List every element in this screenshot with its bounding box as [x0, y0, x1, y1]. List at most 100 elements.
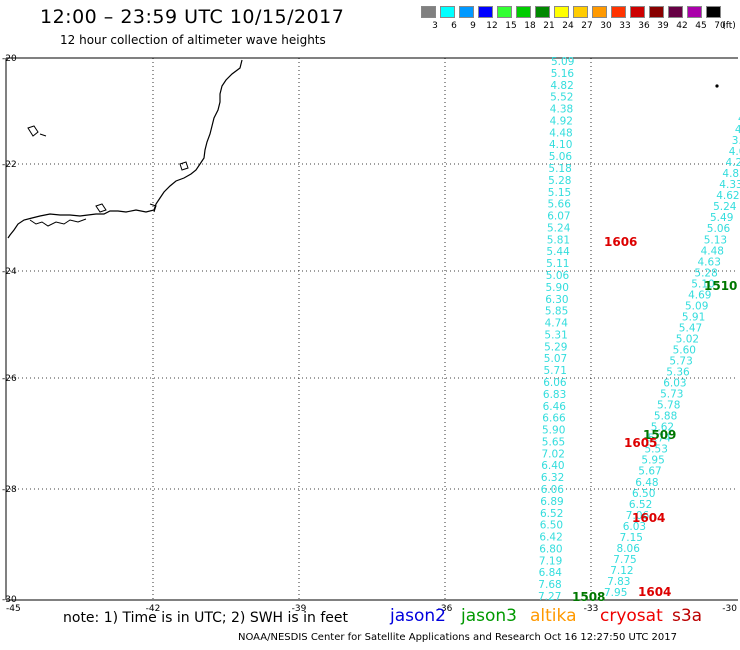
legend-swatch	[592, 6, 607, 18]
page-subtitle: 12 hour collection of altimeter wave hei…	[60, 33, 326, 47]
track-b-value: 4.	[735, 124, 740, 136]
track-b-value: 5.10	[691, 278, 714, 290]
track-a-value: 7.19	[539, 555, 562, 567]
track-a-value: 6.06	[543, 377, 567, 389]
legend-label: 15	[505, 21, 517, 31]
legend-label: 70	[714, 21, 726, 31]
track-b-value: 4.82	[722, 168, 740, 180]
legend-swatch	[706, 6, 721, 18]
legend-swatch	[611, 6, 626, 18]
lat-tick-label: -28	[2, 485, 17, 495]
track-a-value: 5.66	[548, 199, 572, 211]
lat-tick-label: -26	[2, 374, 17, 384]
track-b-value: 5.24	[713, 201, 737, 213]
track-a-value: 6.84	[539, 567, 563, 579]
track-b-value: 6.50	[632, 488, 655, 500]
satellite-name: cryosat	[600, 606, 663, 626]
page-title: 12:00 – 23:59 UTC 10/15/2017	[40, 6, 345, 28]
track-b-value: 7.06	[626, 510, 650, 522]
track-a-value: 6.40	[541, 460, 564, 472]
track-b-value: 6.03	[663, 378, 686, 390]
legend-label: 42	[676, 21, 688, 31]
track-b-value: 5.74	[648, 433, 672, 445]
track-a-value: 5.52	[550, 92, 573, 104]
legend-label: 36	[638, 21, 650, 31]
track-a-value: 6.66	[542, 413, 566, 425]
track-a-value: 4.82	[550, 80, 573, 92]
track-a-value: 6.89	[540, 496, 563, 508]
legend-label: 24	[562, 21, 574, 31]
track-a-value: 5.81	[547, 234, 570, 246]
legend-swatch	[440, 6, 455, 18]
track-b-value: 6.52	[629, 499, 652, 511]
track-a-value: 6.30	[545, 294, 568, 306]
track-a-value: 5.90	[542, 425, 565, 437]
legend-label: 30	[600, 21, 612, 31]
track-b-value: 5.73	[669, 356, 692, 368]
pass-time-label: 1606	[604, 235, 637, 249]
satellite-name: altika	[530, 606, 577, 626]
legend-swatch	[630, 6, 645, 18]
track-a-value: 4.92	[550, 115, 573, 127]
track-b-value: 4.48	[701, 245, 724, 257]
track-a-value: 7.27	[538, 591, 561, 603]
legend-label: 27	[581, 21, 593, 31]
track-a-value: 6.80	[539, 543, 562, 555]
track-b-value: 5.28	[694, 267, 717, 279]
legend-swatch	[687, 6, 702, 18]
track-b-value: 5.91	[682, 311, 705, 323]
track-b-value: 4.62	[716, 190, 739, 202]
track-a-value: 6.83	[543, 389, 566, 401]
track-b-value: 5.62	[651, 422, 674, 434]
pass-time-label: 1508	[572, 590, 605, 604]
pass-time-label: 1510	[704, 279, 737, 293]
pass-time-label: 1604	[638, 585, 671, 599]
credit-line: NOAA/NESDIS Center for Satellite Applica…	[238, 632, 677, 643]
lon-tick-label: -33	[584, 604, 599, 614]
track-b-value: 5.95	[641, 455, 664, 467]
lat-tick-label: -30	[2, 595, 17, 605]
legend-swatch	[573, 6, 588, 18]
track-b-value: 5.73	[660, 389, 683, 401]
legend-swatch	[554, 6, 569, 18]
legend-swatch	[459, 6, 474, 18]
legend-swatch	[649, 6, 664, 18]
legend-swatch	[535, 6, 550, 18]
track-b-value: 5.36	[666, 367, 690, 379]
coastline	[7, 59, 243, 239]
track-a-value: 5.06	[549, 151, 573, 163]
track-a-value: 6.52	[540, 508, 563, 520]
lon-tick-label: -36	[438, 604, 453, 614]
track-a-value: 4.38	[550, 104, 573, 116]
track-b-value: 5.49	[710, 212, 733, 224]
track-a-value: 5.07	[544, 353, 567, 365]
footer-note: note: 1) Time is in UTC; 2) SWH is in fe…	[63, 610, 349, 626]
track-b-value: 7.15	[620, 532, 643, 544]
track-a-value: 5.18	[548, 163, 571, 175]
legend-swatch	[668, 6, 683, 18]
track-b-value: 4.06	[729, 146, 740, 158]
track-a-value: 7.68	[538, 579, 561, 591]
lon-tick-label: -30	[722, 604, 737, 614]
legend-label: 39	[657, 21, 669, 31]
track-b-value: 5.78	[657, 400, 680, 412]
legend-label: 12	[486, 21, 498, 31]
track-a-value: 6.06	[541, 484, 565, 496]
track-a-value: 6.07	[547, 211, 570, 223]
track-b-value: 7.95	[604, 587, 627, 599]
track-a-value: 4.10	[549, 139, 572, 151]
track-b-value: 4.63	[698, 256, 721, 268]
track-a-value: 5.29	[544, 341, 567, 353]
track-a-value: 7.02	[542, 448, 565, 460]
legend-label: 3	[432, 21, 438, 31]
track-a-value: 5.71	[544, 365, 567, 377]
track-b-value: 5.02	[676, 334, 699, 346]
pass-time-label: 1604	[632, 511, 665, 525]
coastline-detail	[27, 125, 189, 227]
track-a-value: 5.31	[544, 329, 567, 341]
track-b-value: 8.06	[617, 543, 641, 555]
track-b-value: 5.09	[685, 300, 708, 312]
track-b-value: 6.03	[623, 521, 646, 533]
lat-tick-label: -24	[2, 267, 17, 277]
track-a-value: 5.06	[546, 270, 570, 282]
